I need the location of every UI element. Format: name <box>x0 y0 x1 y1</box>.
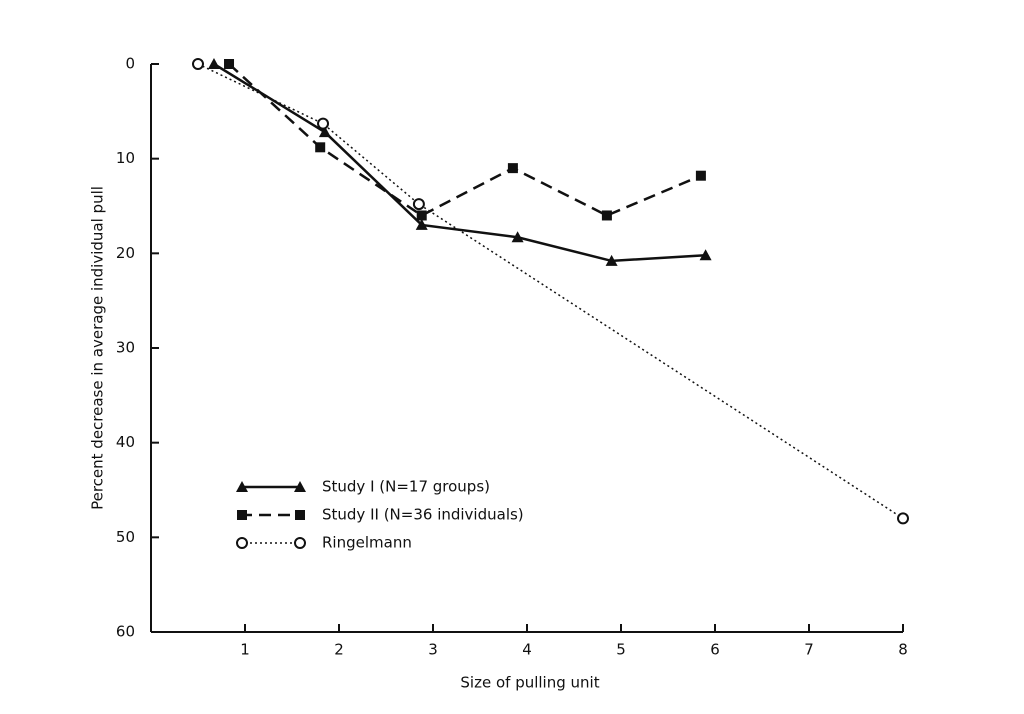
marker <box>695 170 706 181</box>
marker <box>295 510 305 520</box>
series-line <box>197 63 904 520</box>
y-tick-label: 0 <box>125 55 135 73</box>
marker <box>237 510 247 520</box>
y-tick-label: 50 <box>116 528 135 546</box>
marker <box>412 198 425 211</box>
x-tick-label: 2 <box>334 641 344 659</box>
marker <box>415 218 428 230</box>
marker <box>507 163 518 174</box>
y-tick-label: 30 <box>116 339 135 357</box>
series-line <box>213 62 706 263</box>
marker <box>317 117 330 130</box>
marker <box>511 231 524 243</box>
x-tick-label: 6 <box>710 641 720 659</box>
legend-label: Ringelmann <box>322 534 412 552</box>
marker <box>416 210 427 221</box>
y-tick-label: 60 <box>116 623 135 641</box>
y-tick-label: 10 <box>116 149 135 167</box>
marker <box>236 537 248 549</box>
marker <box>601 210 612 221</box>
x-tick-label: 3 <box>428 641 438 659</box>
marker <box>207 58 220 69</box>
legend-label: Study II (N=36 individuals) <box>322 506 524 524</box>
x-tick-label: 5 <box>616 641 626 659</box>
marker <box>315 142 326 153</box>
marker <box>605 254 618 266</box>
marker <box>699 249 712 261</box>
x-axis-label: Size of pulling unit <box>460 674 599 692</box>
marker <box>236 481 248 492</box>
y-tick-label: 40 <box>116 433 135 451</box>
marker <box>294 481 306 492</box>
x-tick-label: 4 <box>522 641 532 659</box>
marker <box>294 537 306 549</box>
y-axis-label: Percent decrease in average individual p… <box>89 186 107 510</box>
legend-label: Study I (N=17 groups) <box>322 478 490 496</box>
marker <box>224 59 235 69</box>
x-tick-label: 8 <box>898 641 908 659</box>
series-line <box>228 63 702 217</box>
x-tick-label: 1 <box>240 641 250 659</box>
y-tick-label: 20 <box>116 244 135 262</box>
marker <box>192 58 204 70</box>
marker <box>897 512 909 525</box>
marker <box>318 126 331 138</box>
x-tick-label: 7 <box>804 641 814 659</box>
